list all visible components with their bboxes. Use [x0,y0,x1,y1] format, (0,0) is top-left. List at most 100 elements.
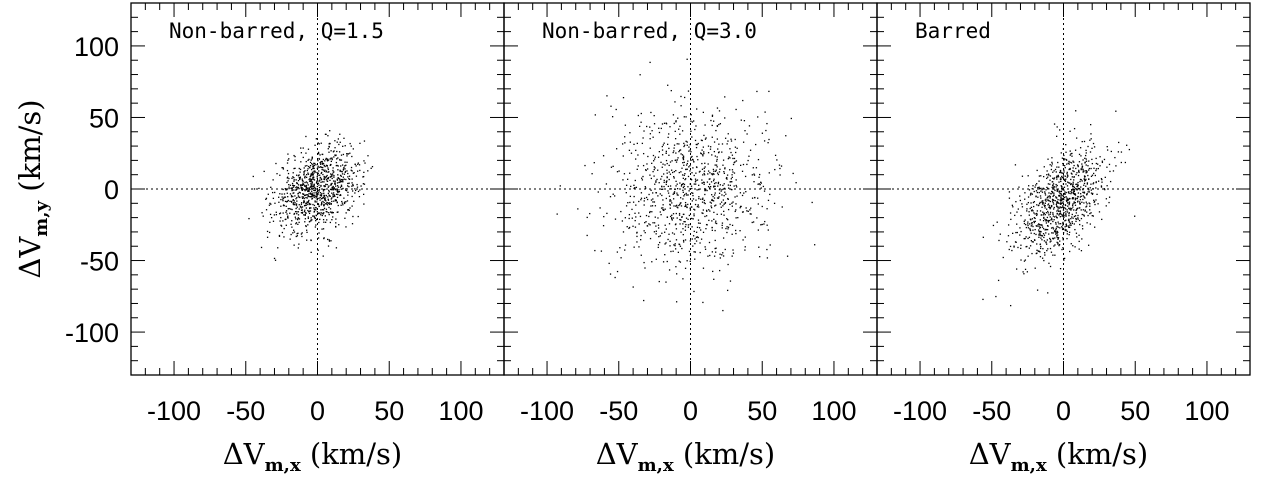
data-point [323,192,325,194]
data-point [324,215,326,217]
data-point [716,213,718,215]
data-point [1088,169,1090,171]
data-point [620,210,622,213]
data-point [719,203,721,205]
data-point [270,186,272,188]
data-point [1023,237,1025,240]
data-point [1089,212,1091,215]
data-point [705,215,708,217]
data-point [1046,177,1048,180]
data-point [311,198,313,200]
data-point [711,194,713,196]
data-point [635,149,637,152]
data-point [1050,219,1052,221]
data-point [289,184,292,186]
data-point [700,153,703,155]
data-point [347,172,349,175]
data-point [673,150,675,152]
data-point [1029,229,1032,232]
data-point [349,142,351,145]
data-point [1043,188,1045,190]
data-point [1091,174,1094,176]
data-point [309,180,311,182]
data-point [1079,189,1081,191]
data-point [677,117,679,119]
data-point [702,146,704,148]
data-point [335,218,337,220]
data-point [316,171,318,174]
data-point [324,221,327,223]
data-point [338,191,341,193]
data-point [322,196,325,199]
data-point [1080,168,1082,170]
data-point [318,170,320,172]
data-point [735,203,737,205]
data-point [720,206,722,208]
data-point [1064,208,1067,210]
data-point [1083,191,1085,193]
data-point [731,224,734,227]
data-point [274,259,277,261]
data-point [768,172,770,174]
data-point [704,215,706,218]
data-point [343,166,345,169]
data-point [328,145,330,148]
data-point [325,200,327,202]
data-point [1016,231,1018,234]
data-point [702,301,704,304]
data-point [322,158,325,161]
data-point [731,188,733,191]
data-point [276,173,278,175]
data-point [1042,219,1045,222]
data-point [624,142,626,144]
data-point [702,154,704,156]
data-point [1089,187,1091,189]
data-point [320,181,322,183]
data-point [674,130,676,133]
data-point [639,239,642,241]
data-point [742,163,745,166]
data-point [721,188,723,191]
data-point [693,174,695,177]
data-point [1040,187,1042,190]
data-point [628,227,630,230]
data-point [1015,231,1017,234]
data-point [305,225,307,228]
data-point [696,206,699,208]
data-point [675,161,678,163]
data-point [356,186,359,188]
data-point [1072,217,1074,219]
data-point [1062,201,1064,203]
data-point [305,184,307,187]
data-point [1034,239,1036,242]
data-point [1062,162,1064,165]
data-point [661,194,663,197]
data-point [1093,199,1095,201]
data-point [702,209,704,211]
data-point [331,219,333,221]
data-point [296,235,299,237]
data-point [323,175,325,178]
data-point [363,193,365,196]
data-point [1077,218,1079,220]
data-point [310,185,312,187]
data-point [335,193,338,196]
data-point [742,239,744,241]
data-point [686,141,688,143]
data-point [694,238,696,240]
data-point [1055,227,1057,229]
data-point [667,190,669,192]
data-point [1106,185,1108,187]
data-point [337,138,340,140]
data-point [718,110,721,112]
data-point [672,193,674,195]
x-tick-label: 50 [374,396,404,426]
data-point [1036,249,1038,251]
data-point [281,231,284,234]
data-point [669,185,672,187]
data-point [698,227,701,229]
data-point [1056,202,1059,204]
data-point [318,205,320,207]
data-point [339,194,341,197]
data-point [691,217,693,220]
